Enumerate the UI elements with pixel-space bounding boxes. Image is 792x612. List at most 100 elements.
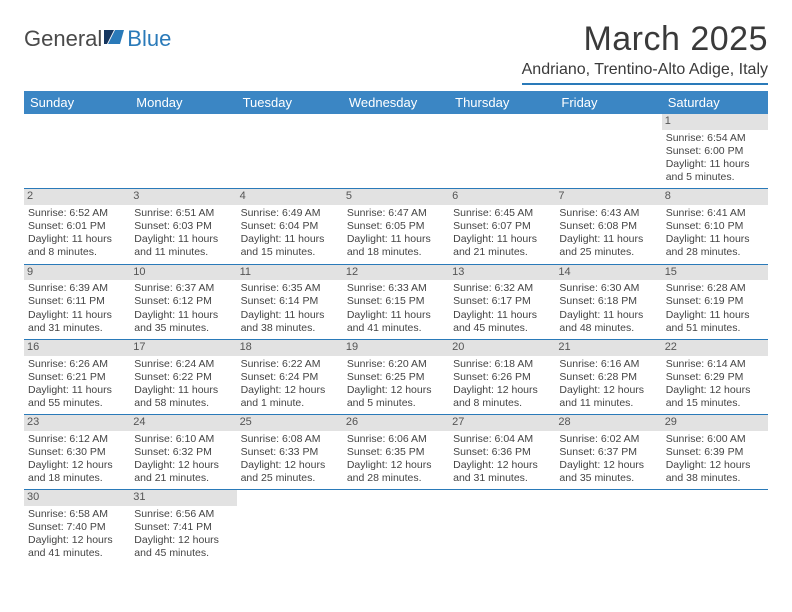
- day-daylight: Daylight: 12 hours and 11 minutes.: [559, 384, 657, 410]
- day-sunset: Sunset: 6:22 PM: [134, 371, 232, 384]
- day-sunset: Sunset: 6:37 PM: [559, 446, 657, 459]
- day-info: Sunrise: 6:32 AMSunset: 6:17 PMDaylight:…: [453, 282, 551, 335]
- day-number: 17: [130, 340, 236, 356]
- day-info: Sunrise: 6:35 AMSunset: 6:14 PMDaylight:…: [241, 282, 339, 335]
- weekday-header: Sunday: [24, 91, 130, 114]
- day-sunrise: Sunrise: 6:06 AM: [347, 433, 445, 446]
- day-daylight: Daylight: 11 hours and 41 minutes.: [347, 309, 445, 335]
- day-number: 30: [24, 490, 130, 506]
- day-info: Sunrise: 6:33 AMSunset: 6:15 PMDaylight:…: [347, 282, 445, 335]
- calendar-day-cell: 7Sunrise: 6:43 AMSunset: 6:08 PMDaylight…: [555, 189, 661, 264]
- day-daylight: Daylight: 11 hours and 55 minutes.: [28, 384, 126, 410]
- day-number: 27: [449, 415, 555, 431]
- calendar-table: Sunday Monday Tuesday Wednesday Thursday…: [24, 91, 768, 565]
- day-sunrise: Sunrise: 6:02 AM: [559, 433, 657, 446]
- logo-text-general: General: [24, 26, 102, 52]
- day-sunset: Sunset: 6:25 PM: [347, 371, 445, 384]
- day-number: 22: [662, 340, 768, 356]
- weekday-header: Thursday: [449, 91, 555, 114]
- day-sunrise: Sunrise: 6:33 AM: [347, 282, 445, 295]
- day-info: Sunrise: 6:56 AMSunset: 7:41 PMDaylight:…: [134, 508, 232, 561]
- day-daylight: Daylight: 11 hours and 51 minutes.: [666, 309, 764, 335]
- day-sunrise: Sunrise: 6:43 AM: [559, 207, 657, 220]
- day-sunset: Sunset: 6:01 PM: [28, 220, 126, 233]
- day-info: Sunrise: 6:16 AMSunset: 6:28 PMDaylight:…: [559, 358, 657, 411]
- day-number: 16: [24, 340, 130, 356]
- day-info: Sunrise: 6:30 AMSunset: 6:18 PMDaylight:…: [559, 282, 657, 335]
- day-info: Sunrise: 6:28 AMSunset: 6:19 PMDaylight:…: [666, 282, 764, 335]
- day-sunset: Sunset: 6:15 PM: [347, 295, 445, 308]
- day-info: Sunrise: 6:49 AMSunset: 6:04 PMDaylight:…: [241, 207, 339, 260]
- day-number: 31: [130, 490, 236, 506]
- day-sunrise: Sunrise: 6:20 AM: [347, 358, 445, 371]
- day-info: Sunrise: 6:06 AMSunset: 6:35 PMDaylight:…: [347, 433, 445, 486]
- calendar-day-cell: 18 Sunrise: 6:22 AMSunset: 6:24 PMDayligh…: [237, 339, 343, 414]
- weekday-header: Saturday: [662, 91, 768, 114]
- day-daylight: Daylight: 12 hours and 18 minutes.: [28, 459, 126, 485]
- calendar-day-cell: 6Sunrise: 6:45 AMSunset: 6:07 PMDaylight…: [449, 189, 555, 264]
- day-daylight: Daylight: 11 hours and 25 minutes.: [559, 233, 657, 259]
- calendar-week-row: 23Sunrise: 6:12 AMSunset: 6:30 PMDayligh…: [24, 415, 768, 490]
- calendar-day-cell: 16Sunrise: 6:26 AMSunset: 6:21 PMDayligh…: [24, 339, 130, 414]
- calendar-day-cell: [24, 114, 130, 189]
- day-info: Sunrise: 6:08 AMSunset: 6:33 PMDaylight:…: [241, 433, 339, 486]
- header: General Blue March 2025 Andriano, Trenti…: [24, 20, 768, 85]
- day-sunrise: Sunrise: 6:00 AM: [666, 433, 764, 446]
- day-daylight: Daylight: 12 hours and 5 minutes.: [347, 384, 445, 410]
- calendar-header-row: Sunday Monday Tuesday Wednesday Thursday…: [24, 91, 768, 114]
- day-number: 24: [130, 415, 236, 431]
- day-sunrise: Sunrise: 6:18 AM: [453, 358, 551, 371]
- day-number: 25: [237, 415, 343, 431]
- day-daylight: Daylight: 12 hours and 28 minutes.: [347, 459, 445, 485]
- day-sunrise: Sunrise: 6:41 AM: [666, 207, 764, 220]
- logo-text-blue: Blue: [127, 26, 171, 52]
- day-daylight: Daylight: 12 hours and 31 minutes.: [453, 459, 551, 485]
- day-sunset: Sunset: 6:08 PM: [559, 220, 657, 233]
- day-info: Sunrise: 6:22 AMSunset: 6:24 PMDaylight:…: [241, 358, 339, 411]
- day-sunset: Sunset: 6:05 PM: [347, 220, 445, 233]
- day-number: 23: [24, 415, 130, 431]
- calendar-day-cell: 25 Sunrise: 6:08 AMSunset: 6:33 PMDayligh…: [237, 415, 343, 490]
- day-number: 18: [237, 340, 343, 356]
- weekday-header: Friday: [555, 91, 661, 114]
- day-number: 21: [555, 340, 661, 356]
- day-number: 15: [662, 265, 768, 281]
- day-daylight: Daylight: 12 hours and 15 minutes.: [666, 384, 764, 410]
- calendar-day-cell: 30Sunrise: 6:58 AMSunset: 7:40 PMDayligh…: [24, 490, 130, 565]
- day-info: Sunrise: 6:24 AMSunset: 6:22 PMDaylight:…: [134, 358, 232, 411]
- day-sunset: Sunset: 6:12 PM: [134, 295, 232, 308]
- calendar-day-cell: [343, 490, 449, 565]
- day-info: Sunrise: 6:43 AMSunset: 6:08 PMDaylight:…: [559, 207, 657, 260]
- day-daylight: Daylight: 12 hours and 45 minutes.: [134, 534, 232, 560]
- flag-icon: [104, 26, 126, 52]
- calendar-day-cell: [237, 490, 343, 565]
- day-sunset: Sunset: 6:26 PM: [453, 371, 551, 384]
- calendar-day-cell: [343, 114, 449, 189]
- day-sunrise: Sunrise: 6:45 AM: [453, 207, 551, 220]
- calendar-day-cell: 13Sunrise: 6:32 AMSunset: 6:17 PMDayligh…: [449, 264, 555, 339]
- calendar-day-cell: [130, 114, 236, 189]
- calendar-day-cell: [555, 490, 661, 565]
- day-daylight: Daylight: 12 hours and 35 minutes.: [559, 459, 657, 485]
- day-sunset: Sunset: 6:00 PM: [666, 145, 764, 158]
- day-info: Sunrise: 6:54 AMSunset: 6:00 PMDaylight:…: [666, 132, 764, 185]
- calendar-day-cell: 22 Sunrise: 6:14 AMSunset: 6:29 PMDayligh…: [662, 339, 768, 414]
- day-sunset: Sunset: 6:24 PM: [241, 371, 339, 384]
- day-info: Sunrise: 6:37 AMSunset: 6:12 PMDaylight:…: [134, 282, 232, 335]
- calendar-day-cell: 27Sunrise: 6:04 AMSunset: 6:36 PMDayligh…: [449, 415, 555, 490]
- day-sunrise: Sunrise: 6:12 AM: [28, 433, 126, 446]
- day-sunrise: Sunrise: 6:04 AM: [453, 433, 551, 446]
- day-number: 29: [662, 415, 768, 431]
- calendar-day-cell: 3Sunrise: 6:51 AMSunset: 6:03 PMDaylight…: [130, 189, 236, 264]
- calendar-day-cell: 12Sunrise: 6:33 AMSunset: 6:15 PMDayligh…: [343, 264, 449, 339]
- day-sunrise: Sunrise: 6:14 AM: [666, 358, 764, 371]
- day-number: 2: [24, 189, 130, 205]
- day-info: Sunrise: 6:14 AMSunset: 6:29 PMDaylight:…: [666, 358, 764, 411]
- weekday-header: Tuesday: [237, 91, 343, 114]
- calendar-week-row: 16Sunrise: 6:26 AMSunset: 6:21 PMDayligh…: [24, 339, 768, 414]
- day-sunrise: Sunrise: 6:30 AM: [559, 282, 657, 295]
- calendar-day-cell: [449, 490, 555, 565]
- day-daylight: Daylight: 11 hours and 11 minutes.: [134, 233, 232, 259]
- day-sunrise: Sunrise: 6:56 AM: [134, 508, 232, 521]
- day-number: 14: [555, 265, 661, 281]
